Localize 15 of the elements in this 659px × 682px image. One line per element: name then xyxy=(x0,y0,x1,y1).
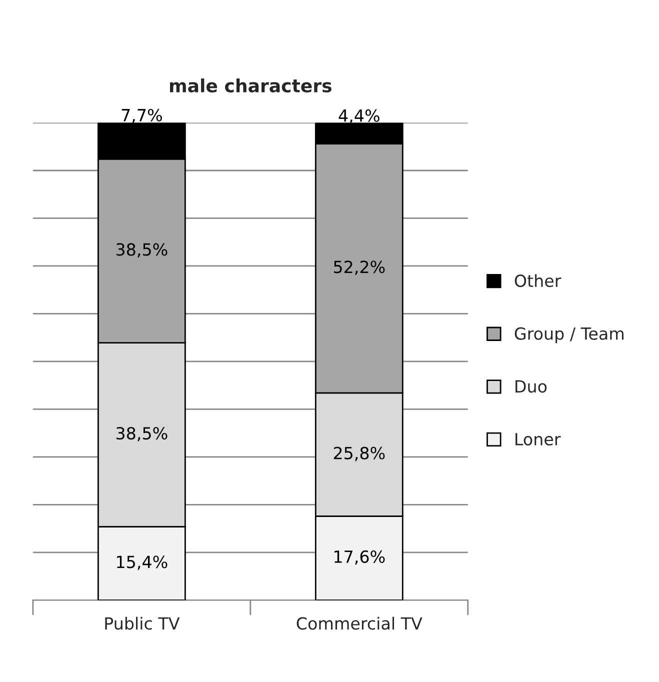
data-label: 25,8% xyxy=(334,446,385,462)
legend-label: Duo xyxy=(516,380,547,393)
legend-label: Other xyxy=(514,274,562,288)
data-label: 38,5% xyxy=(116,426,168,442)
data-label: 17,6% xyxy=(334,550,385,565)
data-label: 52,2% xyxy=(334,260,385,275)
legend-label: Group / Team xyxy=(514,327,624,344)
data-label: 7,7% xyxy=(122,108,162,124)
data-label: 38,5% xyxy=(116,243,168,258)
x-tick-label: Public TV xyxy=(105,616,180,630)
legend-label: Loner xyxy=(516,433,561,446)
data-label: 4,4% xyxy=(338,109,380,124)
data-label: 15,4% xyxy=(117,556,168,570)
chart-title: male characters xyxy=(170,78,332,92)
x-tick-label: Commercial TV xyxy=(296,616,422,630)
